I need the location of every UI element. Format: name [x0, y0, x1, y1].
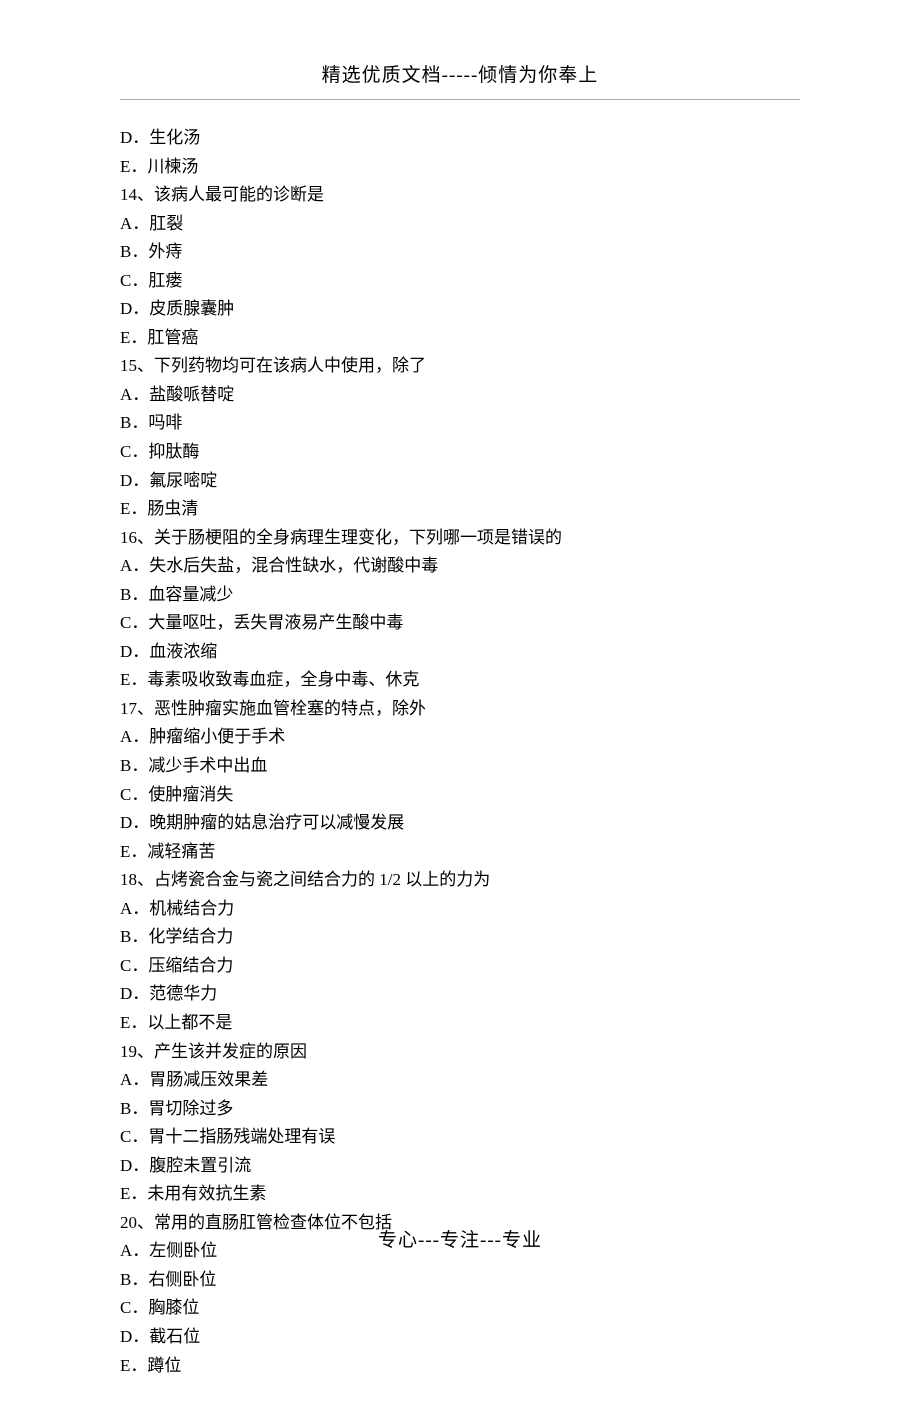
content-line: 17、恶性肿瘤实施血管栓塞的特点，除外: [120, 695, 800, 724]
content-line: C．压缩结合力: [120, 952, 800, 981]
content-body: D．生化汤 E．川楝汤 14、该病人最可能的诊断是 A．肛裂 B．外痔 C．肛瘘…: [120, 124, 800, 1380]
page-container: 精选优质文档-----倾情为你奉上 D．生化汤 E．川楝汤 14、该病人最可能的…: [0, 0, 920, 1420]
content-line: B．吗啡: [120, 409, 800, 438]
content-line: 16、关于肠梗阻的全身病理生理变化，下列哪一项是错误的: [120, 524, 800, 553]
content-line: 18、占烤瓷合金与瓷之间结合力的 1/2 以上的力为: [120, 866, 800, 895]
content-line: B．血容量减少: [120, 581, 800, 610]
content-line: 19、产生该并发症的原因: [120, 1038, 800, 1067]
content-line: C．抑肽酶: [120, 438, 800, 467]
content-line: A．胃肠减压效果差: [120, 1066, 800, 1095]
content-line: B．右侧卧位: [120, 1266, 800, 1295]
header-divider: [120, 99, 800, 100]
content-line: C．使肿瘤消失: [120, 781, 800, 810]
content-line: C．大量呕吐，丢失胃液易产生酸中毒: [120, 609, 800, 638]
content-line: C．胃十二指肠残端处理有误: [120, 1123, 800, 1152]
content-line: D．范德华力: [120, 980, 800, 1009]
content-line: D．腹腔未置引流: [120, 1152, 800, 1181]
content-line: A．机械结合力: [120, 895, 800, 924]
content-line: E．蹲位: [120, 1352, 800, 1381]
content-line: 14、该病人最可能的诊断是: [120, 181, 800, 210]
content-line: C．胸膝位: [120, 1294, 800, 1323]
content-line: E．以上都不是: [120, 1009, 800, 1038]
content-line: E．毒素吸收致毒血症，全身中毒、休克: [120, 666, 800, 695]
content-line: B．减少手术中出血: [120, 752, 800, 781]
content-line: E．川楝汤: [120, 153, 800, 182]
content-line: 15、下列药物均可在该病人中使用，除了: [120, 352, 800, 381]
content-line: B．外痔: [120, 238, 800, 267]
content-line: D．氟尿嘧啶: [120, 467, 800, 496]
content-line: D．皮质腺囊肿: [120, 295, 800, 324]
content-line: A．肛裂: [120, 210, 800, 239]
content-line: D．晚期肿瘤的姑息治疗可以减慢发展: [120, 809, 800, 838]
content-line: A．失水后失盐，混合性缺水，代谢酸中毒: [120, 552, 800, 581]
content-line: D．生化汤: [120, 124, 800, 153]
content-line: A．盐酸哌替啶: [120, 381, 800, 410]
content-line: A．肿瘤缩小便于手术: [120, 723, 800, 752]
content-line: E．肛管癌: [120, 324, 800, 353]
content-line: C．肛瘘: [120, 267, 800, 296]
content-line: D．截石位: [120, 1323, 800, 1352]
content-line: B．化学结合力: [120, 923, 800, 952]
page-footer: 专心---专注---专业: [0, 1225, 920, 1252]
content-line: E．未用有效抗生素: [120, 1180, 800, 1209]
content-line: E．肠虫清: [120, 495, 800, 524]
content-line: B．胃切除过多: [120, 1095, 800, 1124]
content-line: E．减轻痛苦: [120, 838, 800, 867]
page-header: 精选优质文档-----倾情为你奉上: [120, 60, 800, 87]
content-line: D．血液浓缩: [120, 638, 800, 667]
